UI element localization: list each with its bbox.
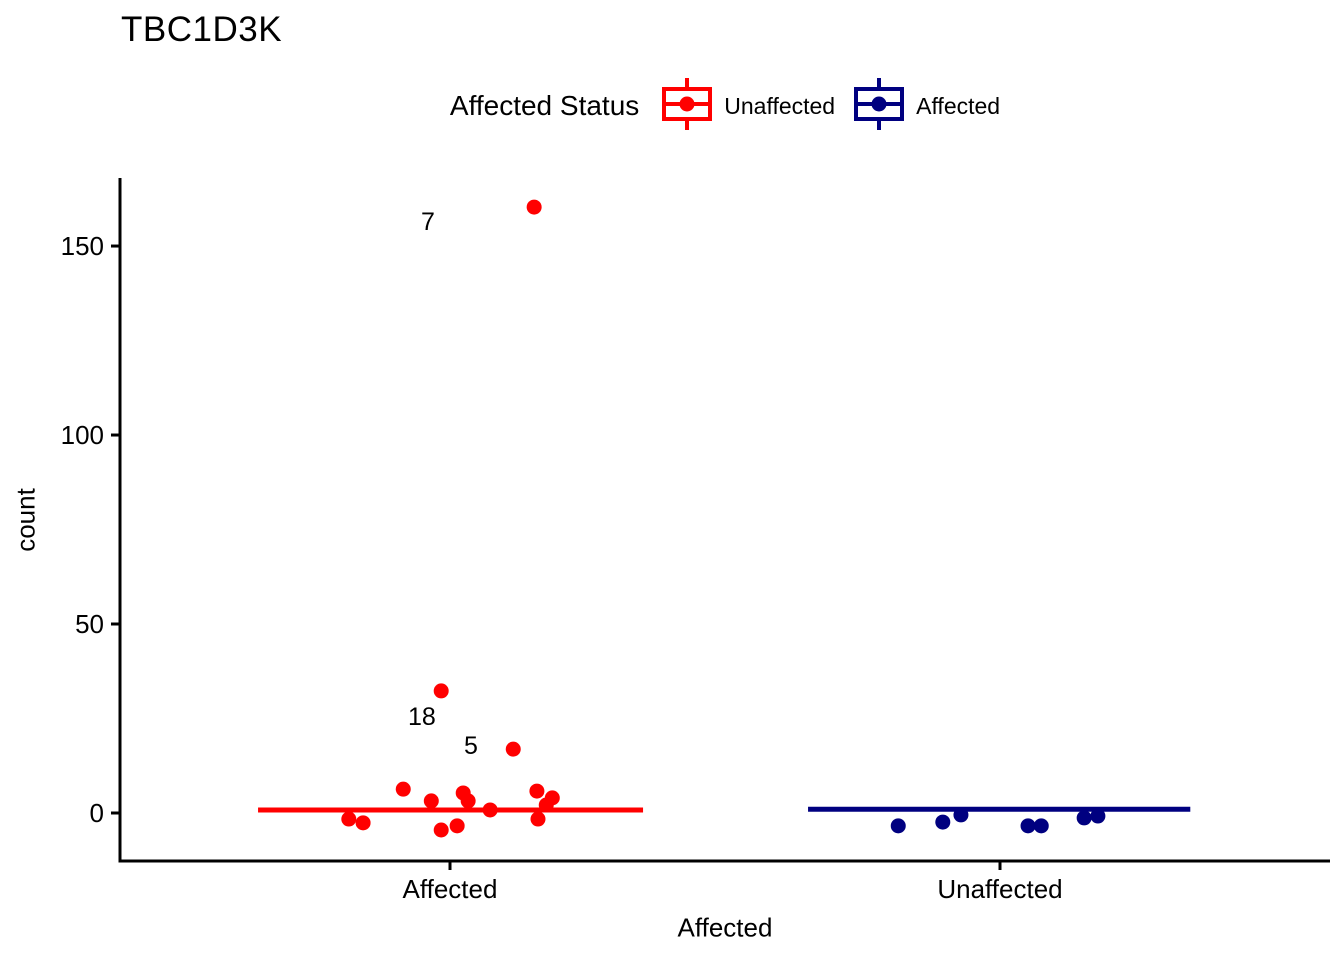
point-label: 18 xyxy=(408,703,436,731)
y-tick-label: 0 xyxy=(90,798,104,828)
data-point xyxy=(1076,810,1092,826)
y-tick-label: 50 xyxy=(75,609,104,639)
x-axis-title: Affected xyxy=(677,912,773,943)
data-point xyxy=(935,814,951,830)
boxplot-key-icon xyxy=(851,77,907,135)
legend-label: Affected xyxy=(916,92,1001,119)
y-tick-label: 100 xyxy=(61,420,104,450)
x-tick-label: Affected xyxy=(403,874,498,904)
data-point xyxy=(953,807,969,823)
legend-title: Affected Status xyxy=(449,90,640,121)
data-point xyxy=(449,818,465,834)
data-point xyxy=(433,822,449,838)
data-point xyxy=(1020,818,1036,834)
x-tick-label: Unaffected xyxy=(937,874,1062,904)
data-point xyxy=(890,818,906,834)
legend-label: Unaffected xyxy=(724,92,836,119)
data-point xyxy=(433,683,449,699)
data-point xyxy=(538,797,554,813)
data-point xyxy=(423,793,439,809)
boxplot-key-icon xyxy=(659,77,715,135)
data-point xyxy=(530,811,546,827)
y-axis-title: count xyxy=(10,488,41,552)
data-point xyxy=(460,793,476,809)
point-label: 7 xyxy=(421,208,435,236)
legend-entry-unaffected: Unaffected xyxy=(659,77,836,135)
data-point xyxy=(395,781,411,797)
data-point xyxy=(355,815,371,831)
data-point xyxy=(341,811,357,827)
point-label: 5 xyxy=(464,732,478,760)
data-point xyxy=(505,741,521,757)
data-point xyxy=(1090,808,1106,824)
data-point xyxy=(1033,818,1049,834)
chart-title: TBC1D3K xyxy=(121,10,283,49)
legend: Affected Status Unaffected Affected xyxy=(120,76,1330,136)
legend-entry-affected: Affected xyxy=(851,77,1001,135)
data-point xyxy=(526,199,542,215)
y-tick-label: 150 xyxy=(61,231,104,261)
data-point xyxy=(529,783,545,799)
data-point xyxy=(482,802,498,818)
